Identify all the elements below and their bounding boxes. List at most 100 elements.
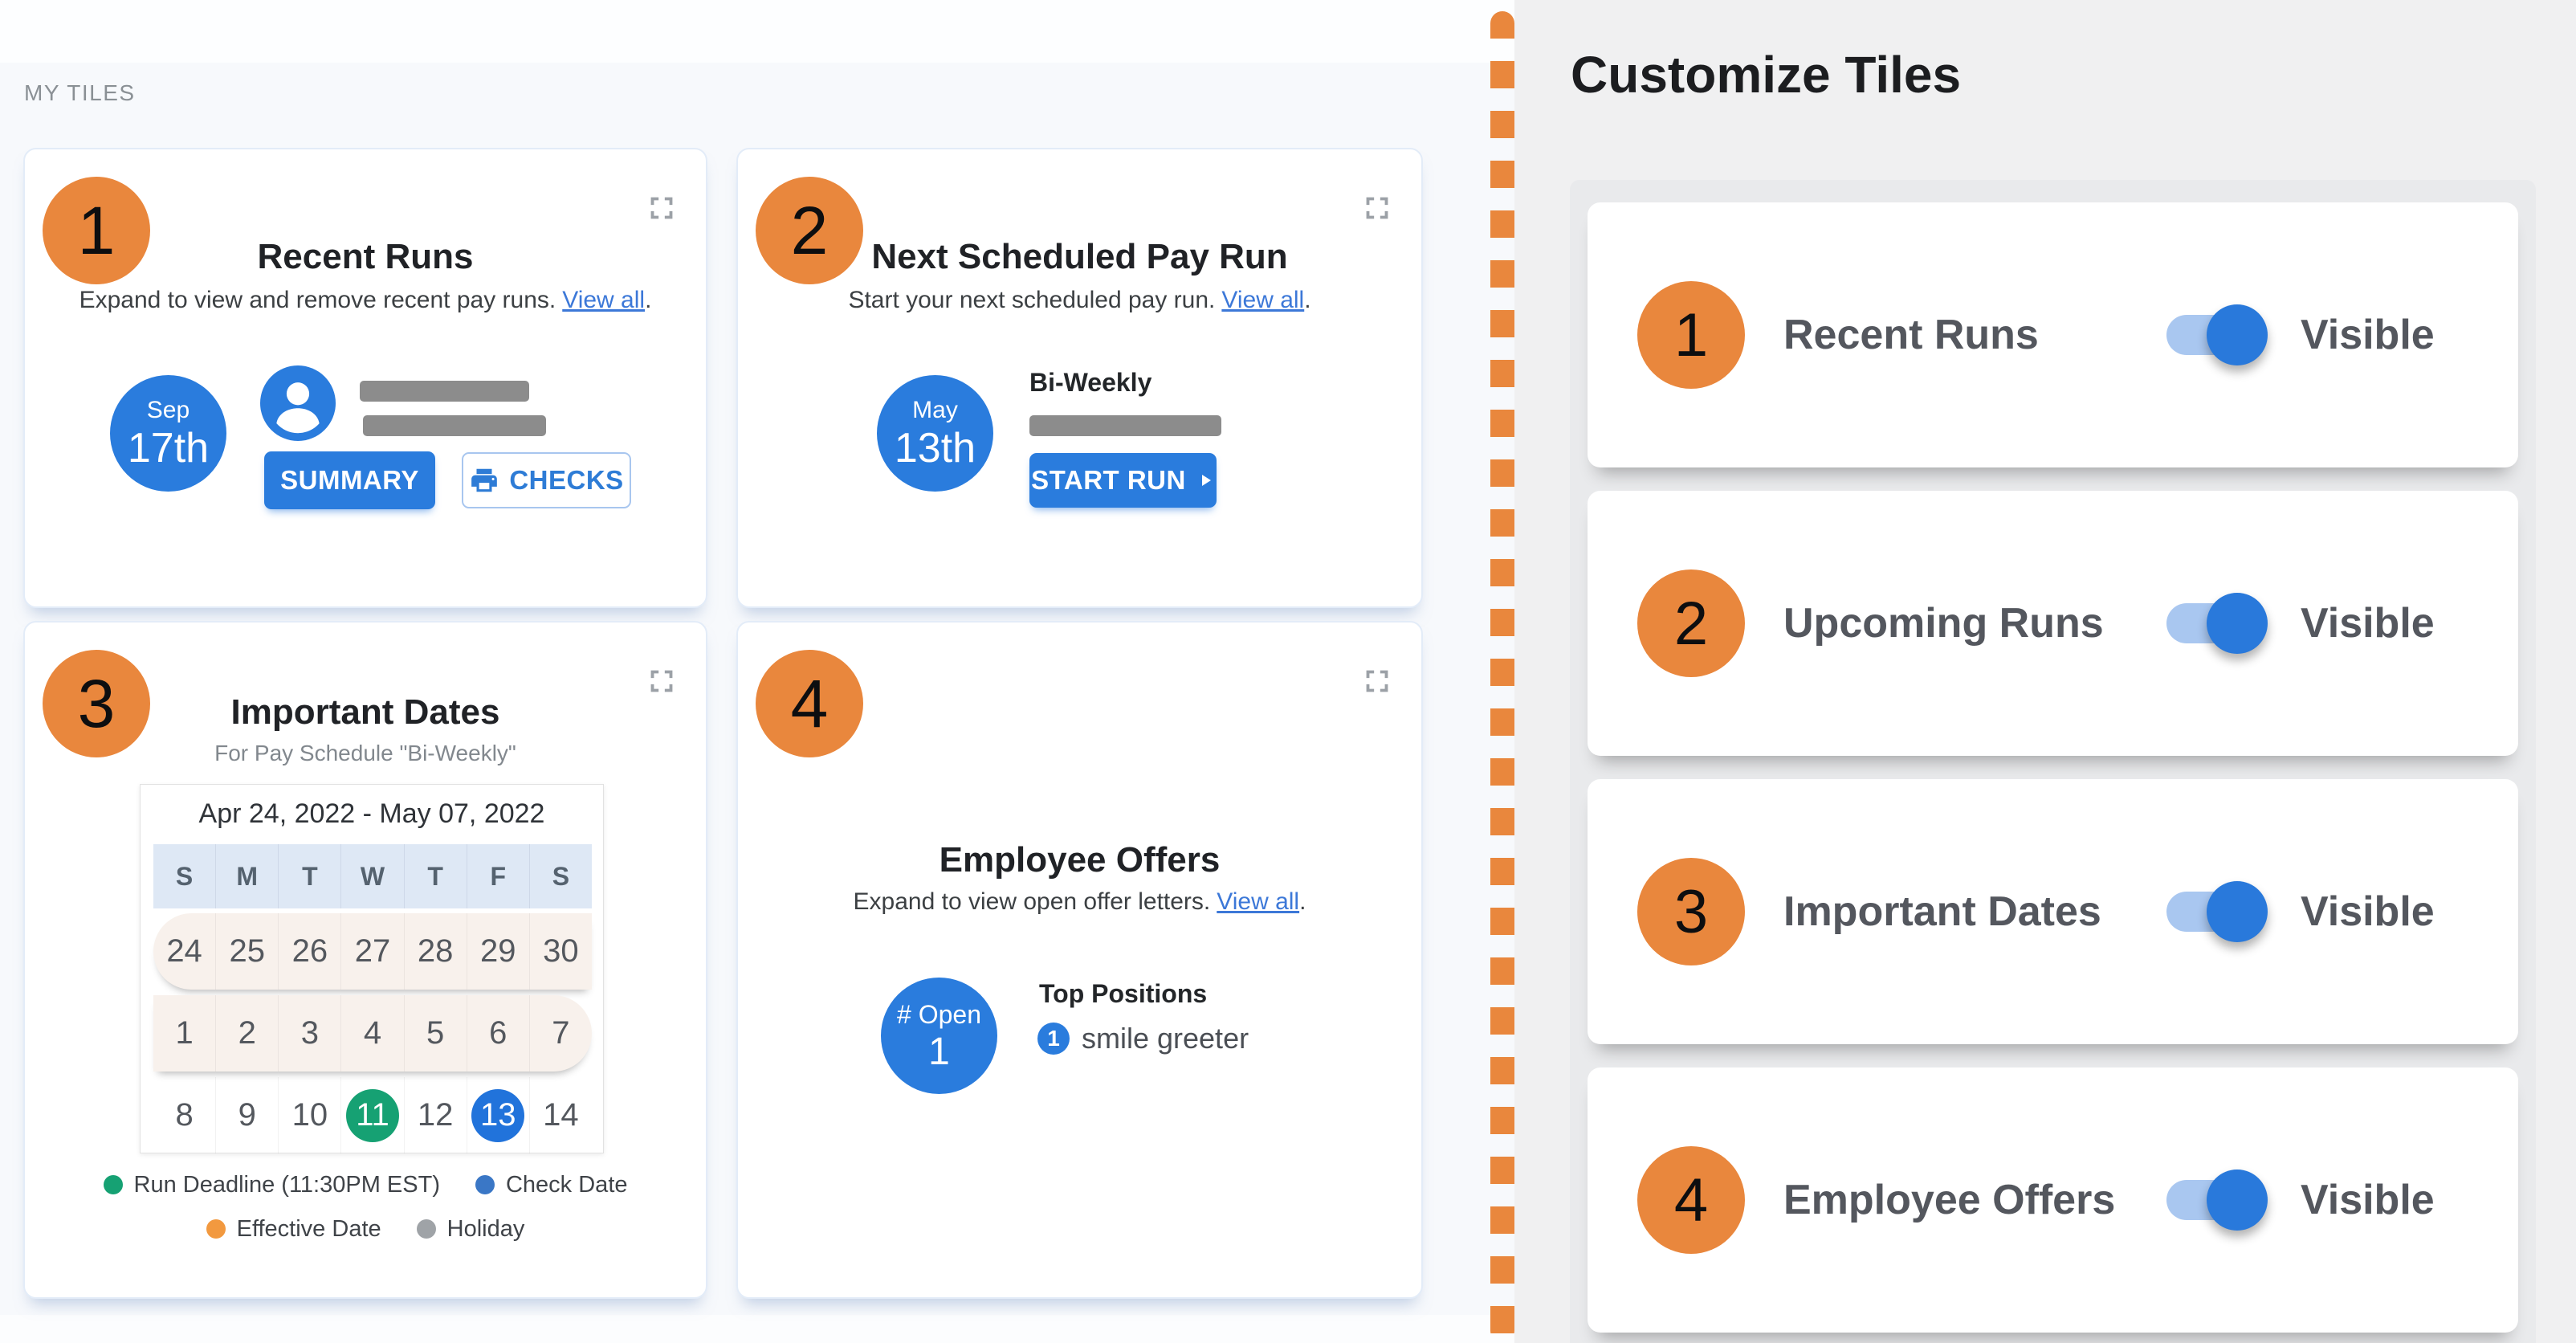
- pay-date-circle: Sep 17th: [110, 375, 226, 492]
- customize-tiles-panel: Customize Tiles 1 Recent Runs Visible 2 …: [1514, 0, 2576, 1343]
- row-title: Recent Runs: [1783, 312, 2039, 358]
- check-date-marker: [471, 1088, 525, 1142]
- play-arrow-icon: [1201, 475, 1211, 486]
- row-number-badge: 3: [1637, 858, 1745, 965]
- position-count-badge: 1: [1037, 1023, 1070, 1055]
- visibility-toggle[interactable]: [2166, 881, 2268, 942]
- expand-icon[interactable]: [1359, 190, 1396, 227]
- calendar-legend: Run Deadline (11:30PM EST) Check Date: [25, 1167, 706, 1202]
- legend-check-date: Check Date: [475, 1167, 628, 1202]
- tile-number-badge: 3: [43, 650, 150, 757]
- calendar-day: 30: [528, 913, 592, 990]
- orange-dot-icon: [206, 1219, 226, 1239]
- position-name: smile greeter: [1082, 1022, 1249, 1055]
- toggle-thumb: [2207, 1170, 2268, 1231]
- calendar-week-row: 24 25 26 27 28 29 30: [153, 913, 592, 990]
- placeholder-bar: [1029, 415, 1221, 436]
- green-dot-icon: [103, 1175, 123, 1194]
- visible-label: Visible: [2301, 312, 2435, 358]
- calendar-day: 6: [466, 995, 529, 1072]
- row-number-badge: 2: [1637, 569, 1745, 677]
- tile-title: Recent Runs: [257, 237, 474, 276]
- calendar-day: 25: [215, 913, 278, 990]
- tile-important-dates: 3 Important Dates For Pay Schedule "Bi-W…: [23, 621, 707, 1299]
- row-title: Upcoming Runs: [1783, 600, 2104, 647]
- legend-effective-date: Effective Date: [206, 1211, 381, 1247]
- calendar-day: 7: [528, 995, 592, 1072]
- expand-icon[interactable]: [1359, 663, 1396, 700]
- customize-row-recent-runs: 1 Recent Runs Visible: [1588, 202, 2518, 467]
- view-all-link[interactable]: View all: [1221, 287, 1305, 313]
- toggle-thumb: [2207, 304, 2268, 365]
- open-offers-circle: # Open 1: [881, 978, 997, 1094]
- calendar-day-header: S M T W T F S: [153, 844, 592, 908]
- gray-dot-icon: [416, 1219, 436, 1239]
- calendar-day: 14: [528, 1077, 592, 1153]
- calendar-day: 24: [166, 933, 202, 969]
- calendar-day: 3: [278, 995, 340, 1072]
- tile-description: Expand to view and remove recent pay run…: [79, 287, 652, 313]
- calendar-day: 29: [466, 913, 529, 990]
- calendar-day: 8: [175, 1097, 194, 1133]
- calendar-day-check-date: 13: [466, 1077, 529, 1153]
- tile-title: Important Dates: [230, 692, 500, 732]
- tile-recent-runs: 1 Recent Runs Expand to view and remove …: [23, 148, 707, 608]
- tile-title: Employee Offers: [939, 840, 1221, 880]
- customize-row-employee-offers: 4 Employee Offers Visible: [1588, 1067, 2518, 1333]
- my-tiles-heading: MY TILES: [24, 80, 136, 105]
- tile-next-scheduled-pay-run: 2 Next Scheduled Pay Run Start your next…: [736, 148, 1423, 608]
- summary-button[interactable]: SUMMARY: [264, 451, 435, 509]
- pay-period-calendar: Apr 24, 2022 - May 07, 2022 S M T W T F …: [140, 784, 604, 1153]
- visibility-toggle[interactable]: [2166, 304, 2268, 365]
- row-number-badge: 1: [1637, 281, 1745, 389]
- tile-number-badge: 2: [756, 177, 863, 284]
- user-avatar-icon: [260, 365, 336, 441]
- checks-button[interactable]: CHECKS: [462, 452, 631, 508]
- toggle-thumb: [2207, 593, 2268, 654]
- visible-label: Visible: [2301, 600, 2435, 647]
- printer-icon: [471, 468, 498, 492]
- toggle-thumb: [2207, 881, 2268, 942]
- calendar-day: 26: [278, 913, 340, 990]
- visible-label: Visible: [2301, 888, 2435, 935]
- top-positions-heading: Top Positions: [1039, 979, 1208, 1008]
- visibility-toggle[interactable]: [2166, 593, 2268, 654]
- calendar-day: 9: [215, 1077, 278, 1153]
- my-tiles-region: MY TILES 1 Recent Runs Expand to view an…: [0, 0, 1514, 1343]
- customize-row-important-dates: 3 Important Dates Visible: [1588, 779, 2518, 1044]
- tile-number-badge: 4: [756, 650, 863, 757]
- visible-label: Visible: [2301, 1177, 2435, 1223]
- panel-title: Customize Tiles: [1571, 46, 1962, 104]
- calendar-week-row: 1 2 3 4 5 6 7: [153, 995, 592, 1072]
- calendar-day: 5: [403, 995, 467, 1072]
- calendar-legend: Effective Date Holiday: [25, 1211, 706, 1247]
- view-all-link[interactable]: View all: [562, 287, 646, 313]
- start-run-button[interactable]: START RUN: [1029, 453, 1217, 508]
- calendar-day: 27: [340, 913, 403, 990]
- customize-row-upcoming-runs: 2 Upcoming Runs Visible: [1588, 491, 2518, 756]
- blue-dot-icon: [475, 1175, 495, 1194]
- tile-subtitle: For Pay Schedule "Bi-Weekly": [214, 741, 516, 765]
- view-all-link[interactable]: View all: [1217, 888, 1300, 915]
- tile-description: Expand to view open offer letters. View a…: [853, 888, 1306, 915]
- bottom-strip: [0, 1315, 1514, 1343]
- tile-number-badge: 1: [43, 177, 150, 284]
- calendar-day: 10: [278, 1077, 340, 1153]
- visibility-toggle[interactable]: [2166, 1170, 2268, 1231]
- customize-rows-container: 1 Recent Runs Visible 2 Upcoming Runs Vi…: [1570, 180, 2536, 1343]
- expand-icon[interactable]: [643, 190, 680, 227]
- calendar-day: 4: [340, 995, 403, 1072]
- calendar-day-run-deadline: 11: [340, 1077, 403, 1153]
- legend-run-deadline: Run Deadline (11:30PM EST): [103, 1167, 440, 1202]
- calendar-day: 28: [403, 913, 467, 990]
- calendar-date-range: Apr 24, 2022 - May 07, 2022: [198, 798, 545, 829]
- tile-employee-offers: 4 Employee Offers Expand to view open of…: [736, 621, 1423, 1299]
- top-strip: [0, 0, 1514, 63]
- dashed-divider: [1490, 11, 1514, 1343]
- row-number-badge: 4: [1637, 1146, 1745, 1254]
- calendar-day: 1: [175, 1015, 194, 1051]
- expand-icon[interactable]: [643, 663, 680, 700]
- run-deadline-marker: [345, 1088, 399, 1142]
- placeholder-bar: [363, 415, 546, 436]
